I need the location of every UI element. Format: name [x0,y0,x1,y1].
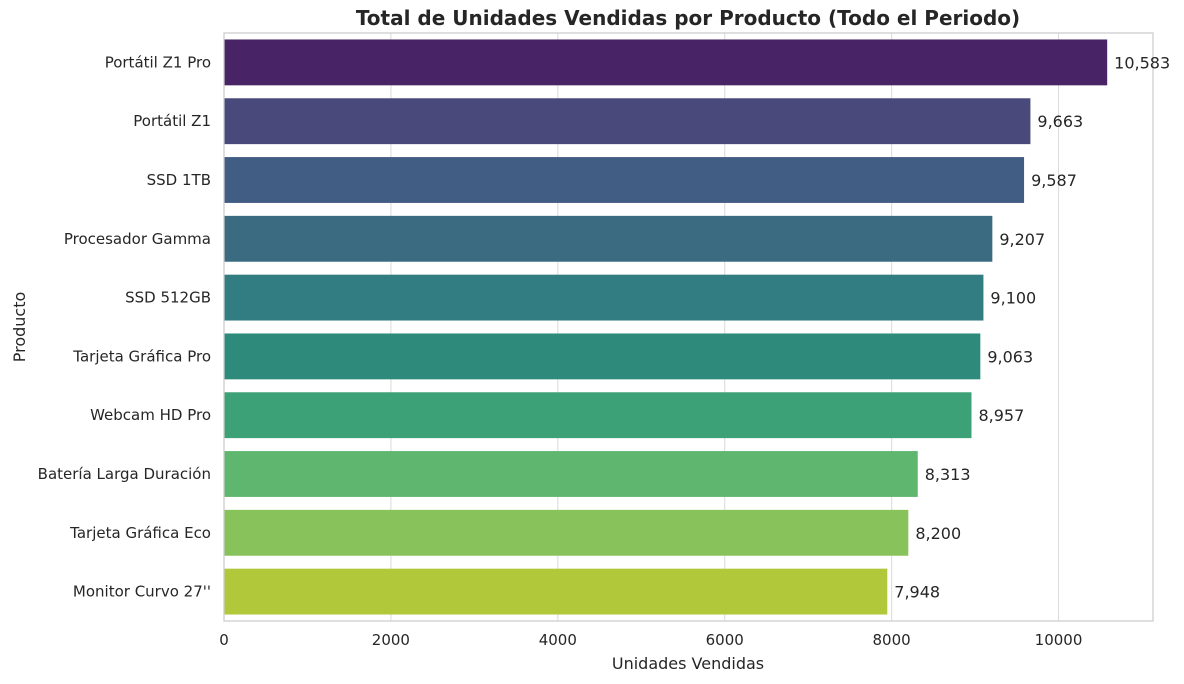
data-label: 10,583 [1114,53,1170,72]
data-label: 9,100 [990,289,1036,308]
y-axis-label: Producto [10,292,29,363]
bar [224,568,888,615]
bar [224,392,972,439]
data-label: 8,313 [925,465,971,484]
x-tick-label: 2000 [372,631,410,649]
x-tick-label: 6000 [706,631,744,649]
x-tick-labels: 0 2000 4000 6000 8000 10000 [219,631,1082,649]
data-label: 8,957 [978,406,1024,425]
chart-title: Total de Unidades Vendidas por Producto … [356,6,1020,30]
bar [224,98,1031,145]
bar [224,157,1025,203]
x-tick-label: 8000 [873,631,911,649]
y-tick-label: Portátil Z1 Pro [105,53,211,71]
bar [224,333,981,380]
bar [224,509,909,556]
y-tick-label: Batería Larga Duración [38,465,211,483]
x-tick-label: 4000 [539,631,577,649]
bar [224,274,984,321]
data-label: 9,587 [1031,171,1077,190]
y-tick-label: Procesador Gamma [64,230,211,248]
x-tick-label: 0 [219,631,229,649]
y-tick-label: Webcam HD Pro [90,406,211,424]
bar [224,39,1108,86]
y-tick-label: Tarjeta Gráfica Pro [72,347,211,365]
plot-frame [223,32,1154,622]
data-label: 9,207 [999,230,1045,249]
x-axis-label: Unidades Vendidas [612,654,764,673]
data-label: 7,948 [894,583,940,602]
y-tick-label: Monitor Curvo 27'' [73,583,211,601]
data-label: 8,200 [915,524,961,543]
y-tick-label: Tarjeta Gráfica Eco [69,524,211,542]
bar [224,451,918,497]
data-labels: 10,583 9,663 9,587 9,207 9,100 9,063 8,957 8,31… [894,53,1170,601]
y-tick-label: Portátil Z1 [133,112,211,130]
y-tick-label: SSD 1TB [147,171,211,189]
y-tick-label: SSD 512GB [125,289,211,307]
bars [224,39,1108,615]
x-tick-label: 10000 [1035,631,1083,649]
y-tick-labels: Portátil Z1 Pro Portátil Z1 SSD 1TB Procesa… [38,53,211,600]
data-label: 9,663 [1037,112,1083,131]
bar [224,215,993,262]
data-label: 9,063 [987,347,1033,366]
